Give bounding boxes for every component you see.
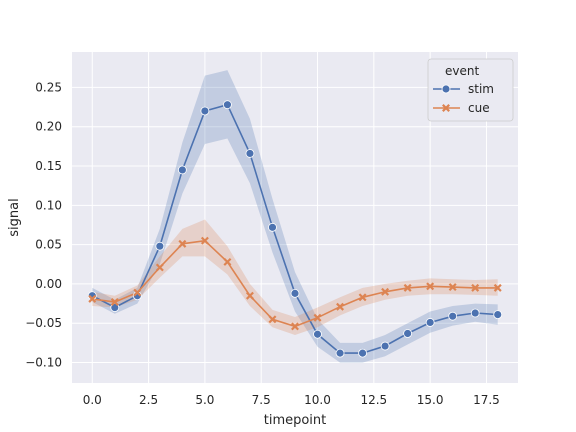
cue-point (110, 298, 119, 306)
x-tick-label: 17.5 (473, 393, 500, 407)
cue-point (336, 302, 345, 311)
cue-point (358, 293, 367, 302)
x-tick-label: 2.5 (139, 393, 158, 407)
stim-point (290, 288, 300, 298)
cue-point (448, 283, 457, 292)
stim-point (425, 318, 435, 327)
legend-marker-cue (442, 104, 450, 112)
stim-point (223, 100, 232, 110)
legend-label-stim: stim (468, 82, 494, 96)
stim-point (380, 341, 390, 351)
x-tick-label: 0.0 (83, 393, 102, 407)
stim-point (335, 348, 345, 358)
cue-point (381, 287, 390, 296)
legend-label-cue: cue (468, 101, 490, 115)
x-tick-label: 5.0 (195, 393, 214, 407)
cue-confidence-band (92, 219, 498, 335)
cue-point (291, 322, 299, 331)
cue-point (245, 291, 254, 300)
cue-point (178, 239, 187, 248)
y-axis-label: signal (7, 198, 22, 236)
stim-point (200, 106, 210, 116)
legend-marker-stim (441, 84, 451, 94)
x-tick-labels: 0.0 2.5 5.0 7.5 10.0 12.5 15.0 17.5 (83, 393, 500, 407)
cue-point (313, 313, 322, 322)
cue-point (223, 257, 232, 266)
x-tick-label: 12.5 (360, 393, 387, 407)
cue-point (88, 294, 97, 303)
stim-confidence-band (92, 70, 498, 363)
legend: event stim cue (427, 58, 514, 122)
stim-point (448, 311, 458, 321)
x-tick-label: 7.5 (252, 393, 271, 407)
stim-point (493, 310, 503, 319)
y-tick-label: 0.15 (35, 159, 62, 173)
legend-title: event (445, 64, 479, 78)
y-tick-label: 0.10 (35, 198, 62, 212)
x-tick-label: 10.0 (304, 393, 331, 407)
y-tick-labels: −0.10 −0.05 0.00 0.05 0.10 0.15 0.20 0.25 (25, 80, 62, 369)
cue-point (403, 283, 412, 292)
cue-point (200, 236, 209, 245)
y-tick-label: 0.20 (35, 120, 62, 134)
stim-point (177, 165, 187, 175)
y-tick-label: −0.10 (25, 356, 62, 370)
stim-point (268, 222, 277, 232)
y-tick-label: −0.05 (25, 316, 62, 330)
series-markers (87, 100, 503, 358)
stim-point (155, 241, 165, 251)
confidence-bands (92, 70, 498, 363)
x-tick-label: 15.0 (417, 393, 444, 407)
y-tick-label: 0.25 (35, 80, 62, 94)
cue-point (426, 282, 435, 291)
stim-point (403, 329, 413, 338)
x-axis-label: timepoint (264, 413, 327, 428)
stim-point (358, 348, 367, 358)
legend-items: stim cue (433, 82, 494, 115)
y-tick-label: 0.00 (35, 277, 62, 291)
stim-point (470, 308, 480, 318)
stim-point (245, 149, 255, 158)
cue-point (133, 288, 142, 297)
cue-point (471, 283, 480, 292)
cue-point (268, 315, 277, 324)
y-tick-label: 0.05 (35, 238, 62, 252)
cue-point (493, 283, 502, 292)
stim-point (313, 329, 322, 339)
cue-point (155, 263, 164, 272)
